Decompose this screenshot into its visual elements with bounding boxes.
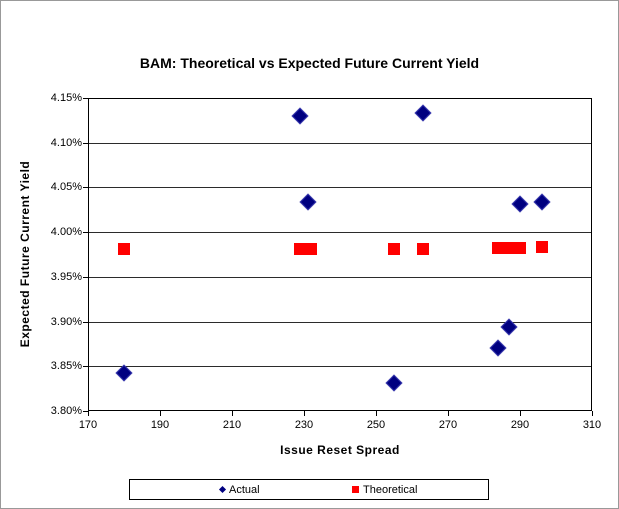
x-tick-label: 210 <box>222 419 242 431</box>
y-tick-mark <box>83 411 88 412</box>
y-tick-mark <box>83 142 88 144</box>
y-tick-label: 3.80% <box>50 405 82 417</box>
x-tick-label: 310 <box>582 419 602 431</box>
y-tick-label: 4.00% <box>50 226 82 239</box>
x-tick-mark <box>448 411 449 416</box>
theoretical-point <box>492 242 505 255</box>
y-tick-label: 4.05% <box>50 181 82 194</box>
gridline <box>89 232 591 234</box>
actual-diamond-icon <box>218 485 227 494</box>
x-tick-label: 170 <box>78 419 98 431</box>
x-tick-mark <box>592 411 593 416</box>
theoretical-point <box>535 241 548 254</box>
y-tick-mark <box>83 187 88 189</box>
legend-item-actual: Actual <box>218 480 260 499</box>
x-tick-label: 230 <box>294 419 314 431</box>
x-tick-mark <box>88 411 89 416</box>
x-tick-mark <box>304 411 305 416</box>
x-tick-mark <box>160 411 161 416</box>
y-tick-mark <box>83 366 88 368</box>
x-tick-mark <box>376 411 377 416</box>
gridline <box>89 187 591 189</box>
y-axis-title: Expected Future Current Yield <box>18 160 32 348</box>
plot-area <box>88 98 592 411</box>
gridline <box>89 276 591 278</box>
chart-title: BAM: Theoretical vs Expected Future Curr… <box>139 55 480 71</box>
y-tick-label: 3.85% <box>50 360 82 373</box>
x-tick-mark <box>520 411 521 416</box>
x-tick-mark <box>232 411 233 416</box>
legend-label-actual: Actual <box>229 483 260 496</box>
y-tick-label: 3.95% <box>50 270 82 283</box>
theoretical-point <box>416 243 429 256</box>
theoretical-square-icon <box>352 486 359 493</box>
theoretical-point <box>305 243 318 256</box>
y-tick-label: 3.90% <box>50 315 82 328</box>
y-tick-mark <box>83 276 88 278</box>
y-tick-mark <box>83 321 88 323</box>
x-tick-label: 190 <box>150 419 170 431</box>
theoretical-point <box>514 242 526 255</box>
x-tick-label: 270 <box>438 419 458 431</box>
gridline <box>89 321 591 323</box>
theoretical-point <box>294 243 307 256</box>
legend-label-theoretical: Theoretical <box>363 483 418 496</box>
y-tick-mark <box>83 98 88 99</box>
y-tick-label: 4.15% <box>50 92 82 104</box>
y-tick-label: 4.10% <box>50 136 82 149</box>
x-tick-label: 290 <box>510 419 530 431</box>
x-tick-label: 250 <box>366 419 386 431</box>
theoretical-point <box>503 242 516 255</box>
gridline <box>89 142 591 144</box>
theoretical-point <box>118 243 130 256</box>
legend: Actual Theoretical <box>129 479 489 500</box>
y-tick-mark <box>83 232 88 234</box>
legend-item-theoretical: Theoretical <box>352 480 417 499</box>
theoretical-point <box>388 243 400 256</box>
gridline <box>89 366 591 368</box>
x-axis-title: Issue Reset Spread <box>280 443 400 457</box>
